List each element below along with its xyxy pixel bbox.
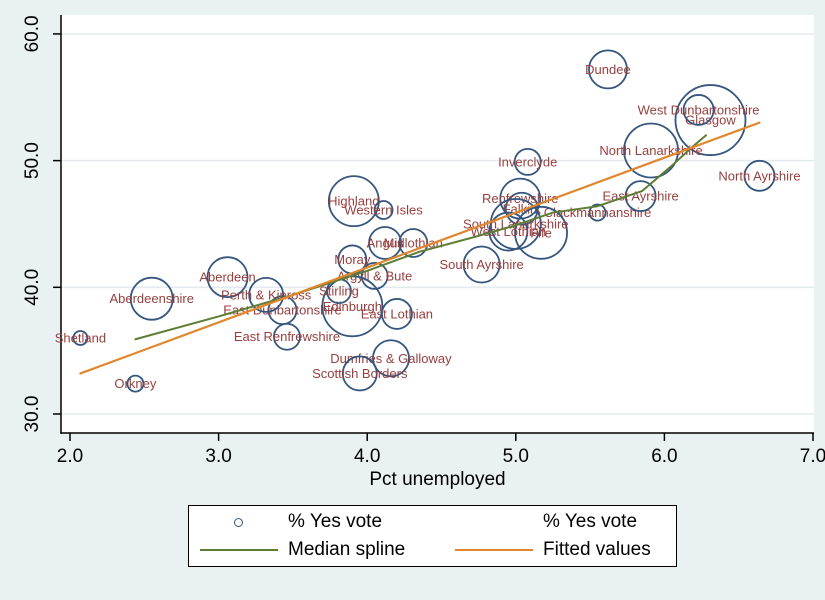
legend-green-line-icon <box>189 548 288 552</box>
fitted-values-line <box>79 121 761 375</box>
data-point-label: North Ayrshire <box>718 168 800 183</box>
data-point-label: Shetland <box>55 330 106 345</box>
x-axis-tick-label: 7.0 <box>800 446 825 467</box>
x-axis-tick-label: 2.0 <box>57 446 83 467</box>
data-point-circle <box>368 226 402 260</box>
data-point-label: East Renfrewshire <box>234 329 340 344</box>
data-point-circle <box>206 256 249 299</box>
data-point-label: Aberdeen <box>199 270 255 285</box>
data-point-label: Clackmannanshire <box>544 205 652 220</box>
y-axis-tick-label: 40.0 <box>22 269 43 306</box>
data-point-label: Inverclyde <box>498 154 557 169</box>
data-point-circle <box>588 203 607 222</box>
legend-row: Median spline Fitted values <box>189 536 676 564</box>
data-point-circle <box>273 322 301 351</box>
data-point-label: Midlothian <box>384 235 443 250</box>
data-point-label: Western Isles <box>344 203 423 218</box>
data-point-circle <box>373 200 394 220</box>
data-point-circle <box>499 177 542 220</box>
circle-marker-icon <box>234 517 243 527</box>
data-point-label: Perth & Kinross <box>221 287 312 302</box>
data-point-circle <box>623 122 679 179</box>
data-point-label: Highland <box>328 194 379 209</box>
data-point-circle <box>488 211 529 252</box>
data-point-circle <box>514 205 568 260</box>
x-axis-tick-label: 4.0 <box>354 446 380 467</box>
legend-row: % Yes vote % Yes vote <box>189 508 676 536</box>
plot-background <box>61 15 814 433</box>
legend-circle-marker-icon <box>189 517 288 527</box>
data-point-label: Angus <box>367 235 404 250</box>
data-point-label: Moray <box>334 252 371 267</box>
x-axis-tick-label: 6.0 <box>651 446 677 467</box>
data-point-circle <box>588 49 628 90</box>
data-point-label: West Lothian <box>471 224 547 239</box>
legend-label-fitted-values: Fitted values <box>543 539 651 560</box>
data-point-label: Dumfries & Galloway <box>330 351 452 366</box>
data-point-label: South Ayrshire <box>439 257 523 272</box>
legend-label-yes-vote: % Yes vote <box>288 511 383 532</box>
data-point-label: Aberdeenshire <box>109 291 194 306</box>
y-axis-tick-label: 60.0 <box>22 15 43 52</box>
y-axis-tick-label: 30.0 <box>22 396 43 433</box>
legend-label-median-spline: Median spline <box>288 539 406 560</box>
data-point-circle <box>72 330 89 346</box>
x-axis-tick-label: 5.0 <box>503 446 529 467</box>
data-point-label: Dundee <box>585 62 631 77</box>
fitted-values-line-icon <box>454 548 533 552</box>
data-point-circle <box>341 355 378 392</box>
legend-label-yes-vote-labels: % Yes vote <box>543 511 638 532</box>
data-point-circle <box>398 228 429 258</box>
legend-orange-line-icon <box>444 548 543 552</box>
median-spline-line-icon <box>199 548 278 552</box>
data-point-circle <box>682 94 715 126</box>
data-point-label: Orkney <box>114 376 156 391</box>
data-point-label: Stirling <box>319 284 359 299</box>
data-point-label: West Dunbartonshire <box>638 102 760 117</box>
data-point-circle <box>327 175 380 228</box>
data-point-circle <box>743 159 776 192</box>
data-point-circle <box>360 262 389 290</box>
legend: % Yes vote % Yes vote Median spline Fitt… <box>188 505 677 567</box>
data-point-circle <box>129 276 174 321</box>
data-point-circle <box>372 339 410 378</box>
data-point-circle <box>126 374 145 393</box>
data-point-circle <box>674 84 747 156</box>
data-point-circle <box>248 277 285 313</box>
data-point-label: East Ayrshire <box>602 189 678 204</box>
data-point-circle <box>513 147 542 176</box>
x-axis-tick-label: 3.0 <box>205 446 231 467</box>
data-point-circle <box>462 245 501 284</box>
y-axis-tick-label: 50.0 <box>22 142 43 179</box>
data-point-label: Scottish Borders <box>312 366 408 381</box>
data-point-label: East Lothian <box>361 306 433 321</box>
data-point-label: Fife <box>530 225 552 240</box>
x-axis-title: Pct unemployed <box>369 469 506 490</box>
